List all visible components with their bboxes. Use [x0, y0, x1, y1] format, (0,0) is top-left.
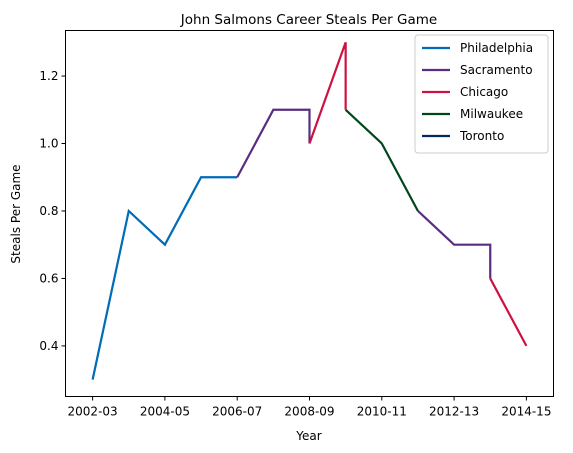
chart-title: John Salmons Career Steals Per Game	[180, 12, 437, 28]
legend-box	[414, 34, 549, 154]
x-tick-label: 2008-09	[284, 405, 334, 419]
y-tick-label: 0.8	[39, 204, 58, 218]
series-line-3	[344, 108, 419, 212]
x-tick-label: 2006-07	[212, 405, 262, 419]
series-line-0	[91, 176, 238, 380]
series-line-4	[417, 210, 492, 279]
x-axis-label: Year	[295, 429, 321, 443]
x-tick-label: 2002-03	[68, 405, 118, 419]
x-axis-ticks: 2002-03 2004-05 2006-07 2008-09 2010-11 2012-…	[68, 396, 551, 419]
plot-lines	[91, 41, 528, 380]
series-line-2	[308, 41, 347, 144]
y-tick-label: 0.6	[39, 271, 58, 285]
legend-label: Philadelphia	[460, 41, 533, 55]
x-tick-label: 2012-13	[429, 405, 479, 419]
legend-label: Toronto	[459, 129, 504, 143]
y-axis-label: Steals Per Game	[9, 164, 23, 263]
series-line-5	[489, 277, 528, 347]
x-tick-label: 2004-05	[140, 405, 190, 419]
y-tick-label: 1.2	[39, 69, 58, 83]
y-tick-label: 1.0	[39, 137, 58, 151]
legend-label: Sacramento	[460, 63, 533, 77]
legend-label: Milwaukee	[460, 107, 523, 121]
x-tick-label: 2010-11	[357, 405, 407, 419]
series-line-1	[236, 108, 311, 178]
legend-label: Chicago	[460, 85, 508, 99]
legend: Philadelphia Sacramento Chicago Milwaukee To…	[414, 34, 549, 154]
x-tick-label: 2014-15	[501, 405, 551, 419]
y-tick-label: 0.4	[39, 339, 58, 353]
y-axis-ticks: 0.4 0.6 0.8 1.0 1.2	[39, 69, 66, 353]
